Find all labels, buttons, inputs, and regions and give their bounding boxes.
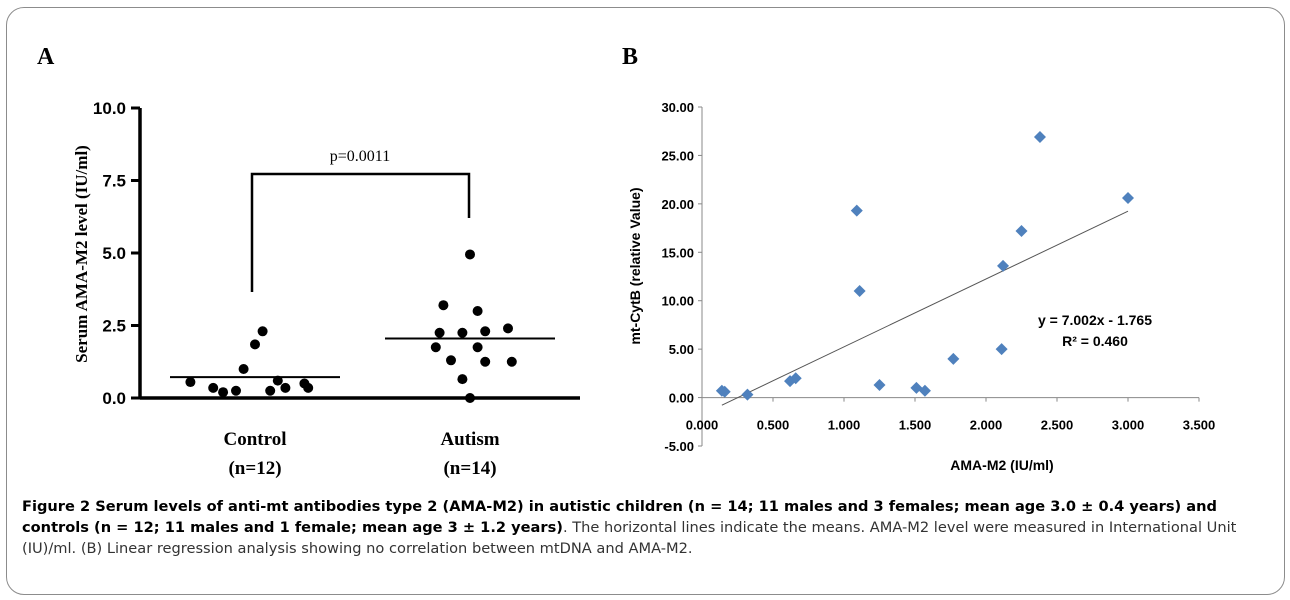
panel-b-data-point [789, 372, 802, 385]
panel-a-data-point [280, 382, 291, 393]
panel-b-x-tick-label: 1.500 [899, 418, 932, 433]
panel-a-data-point [272, 375, 283, 386]
panel-a-y-ticks: 0.0 2.5 5.0 7.5 10.0 [93, 99, 140, 408]
panel-a-data-point [457, 327, 468, 338]
panel-a-label: A [37, 44, 55, 70]
panel-a-data-point [299, 378, 310, 389]
panel-a-y-tick-label: 0.0 [102, 389, 126, 408]
category-label-autism: Autism [440, 429, 499, 450]
panel-a-data-point [480, 326, 491, 337]
category-n-control: (n=12) [228, 458, 281, 479]
panel-b-x-axis-label: AMA-M2 (IU/ml) [950, 457, 1053, 473]
panel-a: A Serum AMA-M2 level (IU/ml) 0.0 2.5 5.0 7.… [37, 44, 580, 479]
panel-a-y-tick-label: 10.0 [93, 99, 126, 118]
panel-a-data-point [472, 342, 483, 353]
panel-a-data-point [185, 377, 196, 388]
panel-b-data-point [995, 343, 1008, 356]
panel-b-data-point [741, 388, 754, 401]
panel-b-x-tick-label: 2.500 [1041, 418, 1074, 433]
panel-a-data-point [208, 382, 219, 393]
panel-b-y-tick-label: 10.00 [661, 294, 694, 309]
panel-b-data-point [1122, 192, 1134, 205]
panel-a-mean-lines [170, 337, 555, 379]
panel-b-y-tick-label: -5.00 [664, 439, 694, 454]
panel-a-data-point [257, 326, 268, 337]
panel-a-data-point [465, 393, 475, 403]
panel-b-axes [701, 107, 1199, 446]
regression-equation: y = 7.002x - 1.765 [1038, 312, 1152, 328]
panel-b-data-point [1015, 224, 1028, 237]
panel-b-points [715, 131, 1134, 401]
panel-a-data-point [438, 300, 449, 311]
r-squared-label: R² = 0.460 [1062, 333, 1128, 349]
panel-b-data-point [853, 285, 866, 298]
panel-a-data-point [465, 249, 475, 260]
panel-a-data-point [265, 385, 276, 396]
panel-b-data-point [997, 259, 1010, 272]
panel-b: B mt-CytB (relative Value) AMA-M2 (IU/ml… [622, 44, 1215, 473]
panel-b-y-tick-label: 30.00 [661, 100, 694, 115]
panel-b-x-ticks: 0.000 0.500 1.000 1.500 2.000 2.500 3.000 3.500 [686, 397, 1216, 433]
panel-a-data-point [218, 387, 229, 398]
panel-b-x-tick-label: 1.000 [828, 418, 861, 433]
panel-b-x-tick-label: 0.000 [686, 418, 719, 433]
panel-a-data-point [250, 339, 260, 350]
panel-b-data-point [873, 378, 886, 391]
panel-b-y-tick-label: 25.00 [661, 148, 694, 163]
panel-b-data-point [1033, 131, 1046, 144]
panel-a-y-tick-label: 2.5 [102, 317, 126, 336]
caption-bold: Figure 2 Serum levels of anti-mt antibod… [22, 498, 1217, 536]
panel-a-points [185, 249, 517, 403]
panel-b-y-tick-label: 5.00 [669, 342, 694, 357]
panel-a-y-tick-label: 7.5 [102, 172, 126, 191]
panel-b-trendline-path [721, 210, 1129, 406]
category-n-autism: (n=14) [443, 458, 496, 479]
panel-a-data-point [446, 355, 456, 366]
panel-a-data-point [238, 364, 249, 374]
panel-a-data-point [472, 306, 483, 316]
caption-rest: . The horizontal lines indicate the mean… [22, 519, 1237, 557]
bracket-line [250, 172, 471, 292]
panel-b-y-axis-label: mt-CytB (relative Value) [627, 187, 643, 344]
panel-b-trendline [721, 210, 1129, 406]
panel-a-data-point [457, 374, 468, 385]
panel-a-data-point [430, 342, 441, 353]
panel-b-x-tick-label: 0.500 [757, 418, 790, 433]
panel-b-data-point [918, 384, 931, 397]
figure-panels: A Serum AMA-M2 level (IU/ml) 0.0 2.5 5.0 7.… [37, 44, 1215, 479]
figure-frame [6, 7, 1285, 595]
category-label-control: Control [224, 429, 287, 450]
panel-b-data-point [947, 352, 960, 365]
panel-a-data-point [503, 323, 513, 334]
panel-b-label: B [622, 44, 638, 70]
p-value-label: p=0.0011 [330, 148, 390, 165]
panel-a-y-tick-label: 5.0 [102, 244, 126, 263]
panel-b-y-tick-label: 15.00 [661, 245, 694, 260]
panel-b-y-ticks: -5.00 0.00 5.00 10.00 15.00 20.00 25.00 30.00 [661, 100, 702, 454]
panel-a-data-point [434, 327, 445, 338]
panel-b-data-point [718, 385, 731, 398]
panel-a-data-point [231, 385, 241, 396]
figure-caption: Figure 2 Serum levels of anti-mt antibod… [22, 496, 1262, 559]
panel-a-data-point [506, 356, 517, 367]
panel-b-x-tick-label: 3.000 [1112, 418, 1145, 433]
significance-bracket: p=0.0011 [250, 148, 471, 292]
panel-a-data-point [480, 356, 491, 367]
panel-b-y-tick-label: 20.00 [661, 197, 694, 212]
panel-a-y-axis-label: Serum AMA-M2 level (IU/ml) [72, 145, 91, 363]
panel-b-x-tick-label: 2.000 [970, 418, 1003, 433]
panel-b-y-tick-label: 0.00 [669, 391, 694, 406]
panel-b-x-tick-label: 3.500 [1183, 418, 1216, 433]
panel-b-data-point [850, 204, 863, 217]
